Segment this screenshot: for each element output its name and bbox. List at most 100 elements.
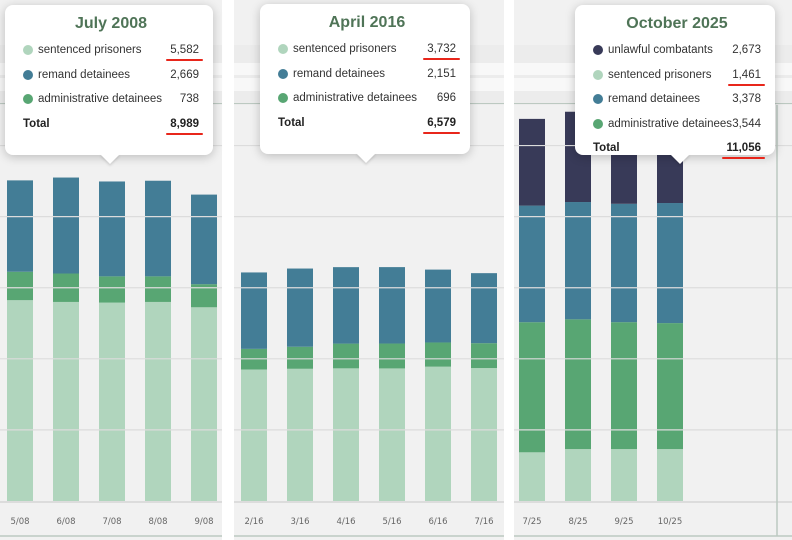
bar-segment-administrative-detainees[interactable]	[99, 276, 125, 303]
series-label: administrative detainees	[293, 92, 418, 105]
x-tick-label: 6/16	[428, 517, 447, 527]
series-value: 1,461	[728, 69, 765, 86]
x-tick-label: 5/16	[382, 517, 401, 527]
bar-segment-remand-detainees[interactable]	[145, 180, 171, 277]
bar-segment-administrative-detainees[interactable]	[333, 343, 359, 369]
bar-segment-remand-detainees[interactable]	[379, 267, 405, 344]
bar-segment-sentenced-prisoners[interactable]	[425, 366, 451, 501]
series-label: unlawful combatants	[608, 44, 713, 57]
bar-segment-sentenced-prisoners[interactable]	[333, 368, 359, 501]
x-tick-label: 3/16	[290, 517, 309, 527]
bar-segment-administrative-detainees[interactable]	[145, 276, 171, 302]
tooltip-row: sentenced prisoners 3,732	[278, 37, 460, 62]
series-value: 2,151	[427, 67, 456, 80]
bar-segment-remand-detainees[interactable]	[333, 267, 359, 344]
bar-segment-remand-detainees[interactable]	[657, 203, 683, 324]
series-value: 696	[436, 92, 456, 105]
x-tick-label: 4/16	[336, 517, 355, 527]
bar-segment-remand-detainees[interactable]	[565, 202, 591, 320]
total-label: Total	[278, 116, 305, 129]
total-label: Total	[593, 142, 620, 155]
tooltip-row: sentenced prisoners 1,461	[593, 63, 765, 88]
legend-dot-icon	[23, 69, 33, 80]
bar-segment-sentenced-prisoners[interactable]	[565, 449, 591, 501]
red-underline-annotation	[728, 83, 765, 86]
bar-segment-sentenced-prisoners[interactable]	[241, 369, 267, 501]
bar-segment-administrative-detainees[interactable]	[519, 322, 545, 453]
series-label: administrative detainees	[38, 93, 163, 106]
series-label: sentenced prisoners	[293, 43, 397, 56]
red-underline-annotation	[423, 58, 460, 61]
tooltip-total-row: Total 11,056	[593, 136, 765, 161]
bar-segment-sentenced-prisoners[interactable]	[99, 302, 125, 501]
tooltip-row: remand detainees 3,378	[593, 87, 761, 112]
bar-segment-remand-detainees[interactable]	[287, 268, 313, 347]
tooltip-april-2016: April 2016 sentenced prisoners 3,732 reman…	[260, 4, 470, 163]
legend-dot-icon	[278, 93, 288, 104]
x-tick-label: 7/08	[102, 517, 121, 527]
bar-segment-sentenced-prisoners[interactable]	[519, 452, 545, 501]
bar-segment-administrative-detainees[interactable]	[425, 342, 451, 367]
red-underline-annotation	[166, 132, 203, 135]
series-value: 738	[179, 93, 199, 106]
series-value: 3,378	[732, 93, 761, 106]
bar-segment-remand-detainees[interactable]	[611, 203, 637, 323]
bar-segment-administrative-detainees[interactable]	[471, 343, 497, 369]
tooltip-october-2025: October 2025 unlawful combatants 2,673 sen…	[575, 5, 775, 164]
total-label: Total	[23, 117, 50, 130]
bar-segment-remand-detainees[interactable]	[7, 180, 33, 272]
bar-segment-sentenced-prisoners[interactable]	[471, 368, 497, 501]
red-underline-annotation	[166, 59, 203, 62]
bar-segment-remand-detainees[interactable]	[241, 272, 267, 349]
bar-segment-administrative-detainees[interactable]	[565, 319, 591, 450]
bar-segment-remand-detainees[interactable]	[99, 181, 125, 277]
total-value: 11,056	[722, 142, 765, 160]
series-value: 2,673	[732, 44, 761, 57]
tooltip-row: remand detainees 2,669	[23, 63, 199, 88]
tooltip-row: unlawful combatants 2,673	[593, 38, 761, 63]
x-tick-label: 9/25	[614, 517, 633, 527]
bar-segment-unlawful-combatants[interactable]	[519, 118, 545, 206]
tooltip-row: sentenced prisoners 5,582	[23, 38, 203, 63]
tooltip-row: administrative detainees 3,544	[593, 112, 761, 137]
bar-segment-remand-detainees[interactable]	[191, 194, 217, 285]
x-tick-label: 7/16	[474, 517, 493, 527]
x-tick-label: 5/08	[10, 517, 29, 527]
bar-segment-administrative-detainees[interactable]	[379, 343, 405, 369]
bar-segment-remand-detainees[interactable]	[519, 205, 545, 323]
bar-segment-administrative-detainees[interactable]	[287, 346, 313, 369]
series-value: 2,669	[170, 68, 199, 81]
bar-segment-sentenced-prisoners[interactable]	[287, 368, 313, 501]
bar-segment-sentenced-prisoners[interactable]	[657, 449, 683, 501]
tooltip-rows: sentenced prisoners 5,582 remand detainees…	[23, 38, 203, 136]
tooltip-title: April 2016	[328, 14, 406, 31]
bar-segment-sentenced-prisoners[interactable]	[7, 300, 33, 501]
bar-segment-sentenced-prisoners[interactable]	[53, 301, 79, 501]
series-label: remand detainees	[293, 67, 386, 80]
series-label: remand detainees	[38, 68, 131, 81]
bar-segment-sentenced-prisoners[interactable]	[611, 449, 637, 501]
tooltip-title: July 2008	[74, 15, 148, 32]
bar-segment-administrative-detainees[interactable]	[7, 271, 33, 301]
bar-segment-administrative-detainees[interactable]	[611, 322, 637, 450]
tooltip-july-2008: July 2008 sentenced prisoners 5,582 remand…	[5, 5, 213, 164]
bar-segment-sentenced-prisoners[interactable]	[145, 301, 171, 501]
series-label: remand detainees	[608, 93, 701, 106]
legend-dot-icon	[23, 94, 33, 105]
bar-segment-sentenced-prisoners[interactable]	[191, 307, 217, 501]
bar-segment-remand-detainees[interactable]	[471, 273, 497, 344]
series-label: sentenced prisoners	[38, 44, 142, 57]
bar-segment-sentenced-prisoners[interactable]	[379, 368, 405, 501]
bar-segment-administrative-detainees[interactable]	[191, 284, 217, 308]
tooltip-pointer	[100, 154, 120, 164]
bar-segment-administrative-detainees[interactable]	[657, 323, 683, 450]
x-tick-label: 9/08	[194, 517, 213, 527]
bar-segment-remand-detainees[interactable]	[425, 269, 451, 343]
bar-segment-remand-detainees[interactable]	[53, 177, 79, 274]
tooltip-row: remand detainees 2,151	[278, 62, 456, 87]
tooltip-pointer	[356, 153, 376, 163]
legend-dot-icon	[593, 94, 603, 105]
stacked-bar-chart-2016: 2/16 3/16 4/16 5/16 6/16 7/16	[234, 144, 504, 537]
x-tick-label: 2/16	[244, 517, 263, 527]
tooltip-row: administrative detainees 696	[278, 86, 456, 111]
